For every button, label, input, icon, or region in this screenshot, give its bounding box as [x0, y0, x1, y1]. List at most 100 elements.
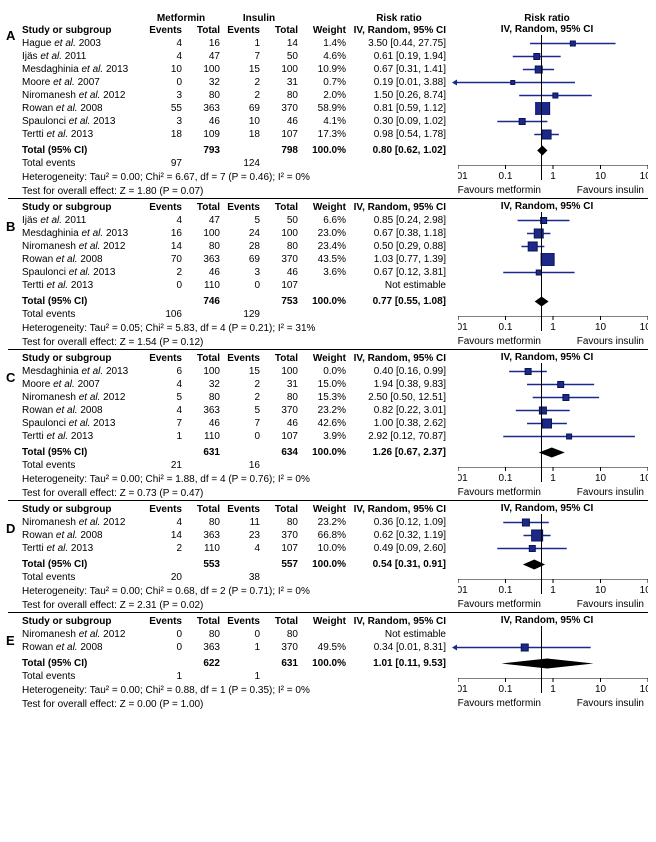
- study-row: Niromanesh et al. 2012 4 80 11 80 23.2% …: [8, 516, 648, 529]
- weight: 4.1%: [298, 116, 346, 127]
- study-row: Rowan et al. 2008 4 363 5 370 23.2% 0.82…: [8, 404, 648, 417]
- favours-left: Favours metformin: [458, 698, 541, 711]
- null-line: [541, 35, 542, 180]
- risk-ratio: Not estimable: [346, 629, 452, 640]
- events1: 16: [142, 228, 182, 239]
- null-line: [541, 363, 542, 482]
- study-row: Rowan et al. 2008 55 363 69 370 58.9% 0.…: [8, 102, 648, 115]
- risk-ratio: 0.62 [0.32, 1.19]: [346, 530, 452, 541]
- study-name: Moore et al. 2007: [8, 379, 142, 390]
- null-line: [541, 212, 542, 331]
- events2: 23: [220, 530, 260, 541]
- heterogeneity-row: Heterogeneity: Tau² = 0.05; Chi² = 5.83,…: [8, 321, 648, 335]
- panel-label: A: [6, 28, 15, 43]
- events1: 1: [142, 431, 182, 442]
- events1: 10: [142, 64, 182, 75]
- events1: 70: [142, 254, 182, 265]
- events1: 7: [142, 418, 182, 429]
- study-name: Tertti et al. 2013: [8, 280, 142, 291]
- total2: 370: [260, 103, 298, 114]
- favours-right: Favours insulin: [577, 599, 644, 612]
- total1: 110: [182, 543, 220, 554]
- study-name: Rowan et al. 2008: [8, 642, 142, 653]
- events2: 7: [220, 51, 260, 62]
- events1: 18: [142, 129, 182, 140]
- favours-right: Favours insulin: [577, 185, 644, 198]
- svg-text:1: 1: [550, 473, 556, 484]
- risk-ratio: 1.00 [0.38, 2.62]: [346, 418, 452, 429]
- weight: 0.0%: [298, 366, 346, 377]
- total2: 107: [260, 543, 298, 554]
- overall-effect-row: Test for overall effect: Z = 2.31 (P = 0…: [8, 598, 648, 612]
- study-name: Spaulonci et al. 2013: [8, 267, 142, 278]
- risk-ratio: 0.67 [0.38, 1.18]: [346, 228, 452, 239]
- forest-point: [452, 115, 642, 128]
- total1: 32: [182, 77, 220, 88]
- weight: 23.2%: [298, 405, 346, 416]
- total2: 46: [260, 267, 298, 278]
- study-name: Rowan et al. 2008: [8, 530, 142, 541]
- forest-point: [452, 391, 642, 404]
- grp1-label: Metformin: [142, 13, 220, 24]
- events2: 10: [220, 116, 260, 127]
- svg-text:1: 1: [550, 322, 556, 333]
- svg-text:0.1: 0.1: [499, 473, 513, 484]
- study-row: Moore et al. 2007 0 32 2 31 0.7% 0.19 [0…: [8, 76, 648, 89]
- events2: 2: [220, 392, 260, 403]
- risk-ratio: 2.92 [0.12, 70.87]: [346, 431, 452, 442]
- events2: 2: [220, 77, 260, 88]
- forest-diamond: [452, 295, 642, 308]
- total1: 100: [182, 366, 220, 377]
- overall-effect-row: Test for overall effect: Z = 1.54 (P = 0…: [8, 335, 648, 349]
- svg-text:0.01: 0.01: [458, 473, 468, 484]
- group-header: Metformin Insulin Risk ratio Risk ratio: [8, 10, 648, 24]
- weight: 1.4%: [298, 38, 346, 49]
- total2: 80: [260, 241, 298, 252]
- weight: 6.6%: [298, 215, 346, 226]
- total1: 80: [182, 629, 220, 640]
- study-name: Tertti et al. 2013: [8, 431, 142, 442]
- forest-diamond: [452, 446, 642, 459]
- total2: 100: [260, 366, 298, 377]
- forest-panel-E: E Study or subgroup Events Total Events …: [8, 612, 648, 711]
- study-row: Mesdaghinia et al. 2013 10 100 15 100 10…: [8, 63, 648, 76]
- study-name: Tertti et al. 2013: [8, 543, 142, 554]
- forest-point: [452, 378, 642, 391]
- study-name: Moore et al. 2007: [8, 77, 142, 88]
- total2: 370: [260, 254, 298, 265]
- svg-text:1: 1: [550, 684, 556, 695]
- weight: 15.0%: [298, 379, 346, 390]
- events1: 14: [142, 241, 182, 252]
- events1: 0: [142, 629, 182, 640]
- total2: 50: [260, 51, 298, 62]
- risk-ratio: 0.49 [0.09, 2.60]: [346, 543, 452, 554]
- study-row: Rowan et al. 2008 70 363 69 370 43.5% 1.…: [8, 253, 648, 266]
- risk-ratio: 0.81 [0.59, 1.12]: [346, 103, 452, 114]
- favours-left: Favours metformin: [458, 336, 541, 349]
- total1: 363: [182, 254, 220, 265]
- study-name: Niromanesh et al. 2012: [8, 90, 142, 101]
- forest-point: [452, 430, 642, 443]
- total1: 363: [182, 103, 220, 114]
- svg-text:10: 10: [595, 322, 607, 333]
- svg-text:0.1: 0.1: [499, 322, 513, 333]
- events1: 4: [142, 215, 182, 226]
- favours-right: Favours insulin: [577, 487, 644, 500]
- risk-ratio: 0.82 [0.22, 3.01]: [346, 405, 452, 416]
- study-name: Niromanesh et al. 2012: [8, 241, 142, 252]
- total1: 110: [182, 431, 220, 442]
- study-row: Ijäs et al. 2011 4 47 7 50 4.6% 0.61 [0.…: [8, 50, 648, 63]
- study-row: Niromanesh et al. 2012 14 80 28 80 23.4%…: [8, 240, 648, 253]
- null-line: [541, 626, 542, 693]
- study-row: Spaulonci et al. 2013 3 46 10 46 4.1% 0.…: [8, 115, 648, 128]
- svg-text:0.1: 0.1: [499, 171, 513, 182]
- events2: 4: [220, 543, 260, 554]
- events1: 4: [142, 51, 182, 62]
- total-row: Total (95% CI) 553 557 100.0% 0.54 [0.31…: [8, 558, 648, 571]
- events1: 2: [142, 267, 182, 278]
- study-row: Niromanesh et al. 2012 0 80 0 80 Not est…: [8, 628, 648, 641]
- total2: 370: [260, 405, 298, 416]
- weight: 4.6%: [298, 51, 346, 62]
- panel-label: C: [6, 370, 15, 385]
- risk-ratio: 1.94 [0.38, 9.83]: [346, 379, 452, 390]
